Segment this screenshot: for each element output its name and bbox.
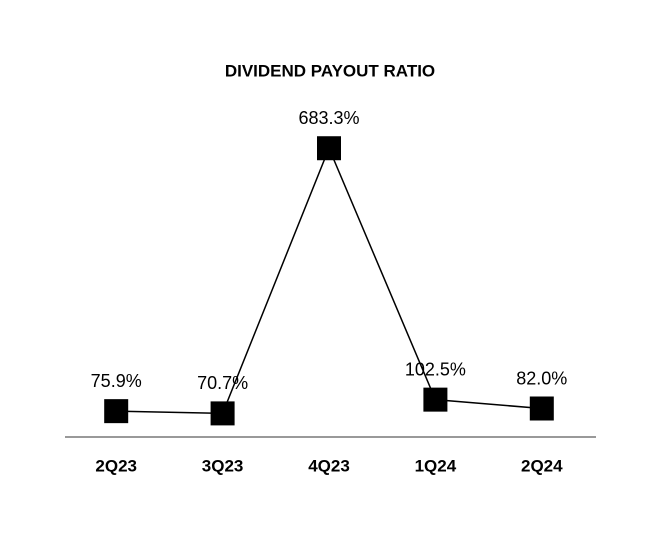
x-tick-label: 4Q23 — [308, 456, 350, 475]
chart-title: DIVIDEND PAYOUT RATIO — [225, 61, 435, 80]
point-marker — [529, 396, 554, 421]
point-marker — [210, 401, 235, 426]
data-label: 82.0% — [516, 368, 567, 388]
data-label: 683.3% — [298, 108, 359, 128]
data-label: 102.5% — [405, 359, 466, 379]
data-label: 75.9% — [91, 371, 142, 391]
x-tick-label: 3Q23 — [202, 456, 244, 475]
point-marker — [317, 136, 341, 161]
point-marker — [423, 387, 448, 412]
x-tick-label: 2Q24 — [521, 456, 563, 475]
point-marker — [104, 399, 129, 424]
x-tick-label: 1Q24 — [415, 456, 457, 475]
data-label: 70.7% — [197, 373, 248, 393]
x-tick-label: 2Q23 — [95, 456, 137, 475]
